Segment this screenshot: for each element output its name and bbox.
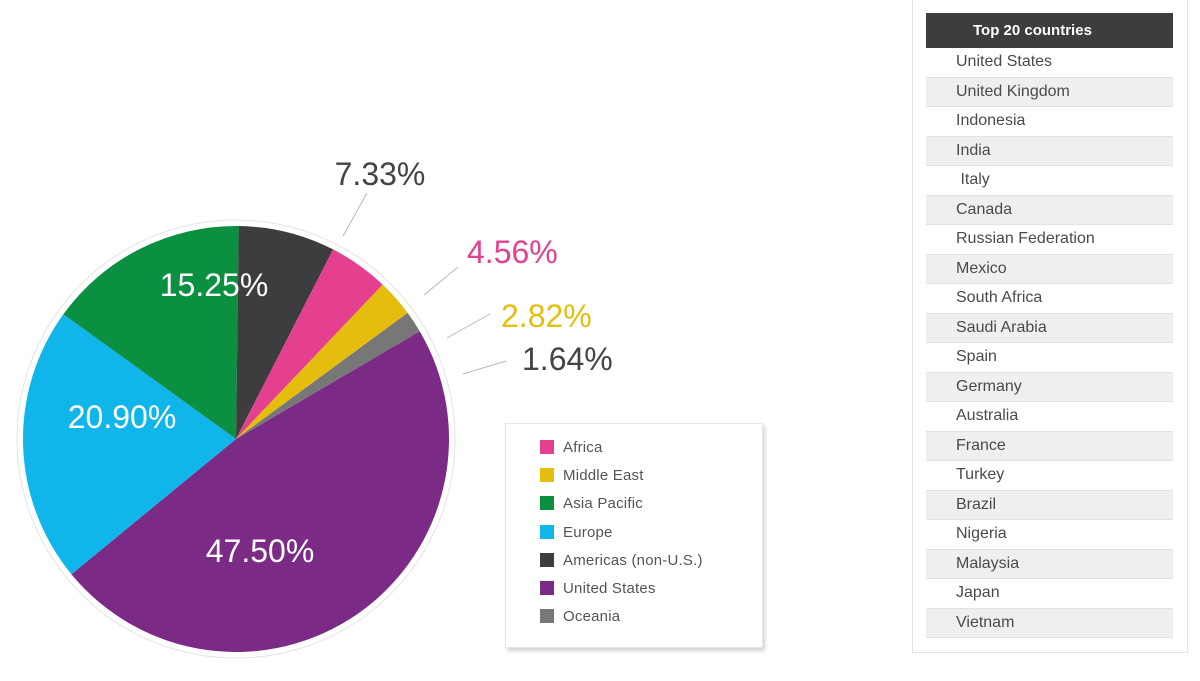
country-row: Germany (926, 372, 1173, 402)
legend-swatch-africa (540, 440, 554, 454)
pie-slice-oceania (236, 312, 420, 439)
country-row: Italy (926, 166, 1173, 196)
leader-line-africa (423, 266, 459, 296)
data-label-europe: 20.90% (68, 399, 177, 435)
legend-swatch-americas (540, 553, 554, 567)
data-label-asia-pacific: 15.25% (160, 267, 269, 303)
legend-item-united-states: United States (540, 578, 656, 598)
leader-line-middle-east (446, 313, 491, 339)
legend-item-middle-east: Middle East (540, 465, 644, 485)
country-row: Malaysia (926, 549, 1173, 579)
legend-label-middle-east: Middle East (563, 466, 644, 484)
country-row: Japan (926, 579, 1173, 609)
leader-line-oceania (462, 360, 507, 375)
pie-slice-americas-non-u-s (236, 226, 334, 439)
data-label-united-states: 47.50% (206, 533, 315, 569)
country-row: United States (926, 48, 1173, 78)
country-row: Vietnam (926, 608, 1173, 638)
country-row: Mexico (926, 254, 1173, 284)
data-label-middle-east: 2.82% (501, 298, 592, 334)
country-row: Turkey (926, 461, 1173, 491)
legend-swatch-europe (540, 525, 554, 539)
legend-swatch-oceania (540, 609, 554, 623)
country-row: India (926, 136, 1173, 166)
country-row: Nigeria (926, 520, 1173, 550)
countries-header: Top 20 countries (926, 13, 1173, 48)
data-label-africa: 4.56% (467, 234, 558, 270)
legend-item-africa: Africa (540, 437, 603, 457)
pie-slice-europe (23, 314, 236, 575)
country-row: Brazil (926, 490, 1173, 520)
country-row: Australia (926, 402, 1173, 432)
country-row: Spain (926, 343, 1173, 373)
country-row: United Kingdom (926, 77, 1173, 107)
country-row: South Africa (926, 284, 1173, 314)
country-row: Saudi Arabia (926, 313, 1173, 343)
pie-chart: 47.50% 20.90% 15.25% 7.33% 4.56% 2.82% 1.64% (16, 156, 613, 659)
country-row: Russian Federation (926, 225, 1173, 255)
country-row: France (926, 431, 1173, 461)
data-label-americas-non-u-s: 7.33% (335, 156, 426, 192)
country-list: United States United Kingdom Indonesia I… (926, 48, 1173, 638)
legend-label-africa: Africa (563, 438, 603, 456)
legend-label-oceania: Oceania (563, 607, 621, 625)
country-row: Indonesia (926, 107, 1173, 137)
legend-swatch-middle-east (540, 468, 554, 482)
legend-item-europe: Europe (540, 522, 613, 542)
leader-line-americas-non-u-s (342, 192, 368, 237)
legend-item-americas: Americas (non-U.S.) (540, 550, 703, 570)
pie-slice-united-states (71, 331, 450, 653)
legend-label-asia-pacific: Asia Pacific (563, 494, 643, 512)
pie-slice-middle-east (236, 284, 408, 439)
data-label-oceania: 1.64% (522, 341, 613, 377)
chart-legend: Africa Middle East Asia Pacific Europe A… (505, 423, 763, 648)
legend-label-united-states: United States (563, 579, 656, 597)
legend-swatch-asia-pacific (540, 496, 554, 510)
legend-label-europe: Europe (563, 523, 613, 541)
pie-slice-asia-pacific (63, 226, 239, 439)
legend-swatch-united-states (540, 581, 554, 595)
country-row: Canada (926, 195, 1173, 225)
legend-item-asia-pacific: Asia Pacific (540, 493, 643, 513)
pie-slice-africa (236, 249, 383, 439)
legend-item-oceania: Oceania (540, 606, 620, 626)
legend-label-americas: Americas (non-U.S.) (563, 551, 703, 569)
